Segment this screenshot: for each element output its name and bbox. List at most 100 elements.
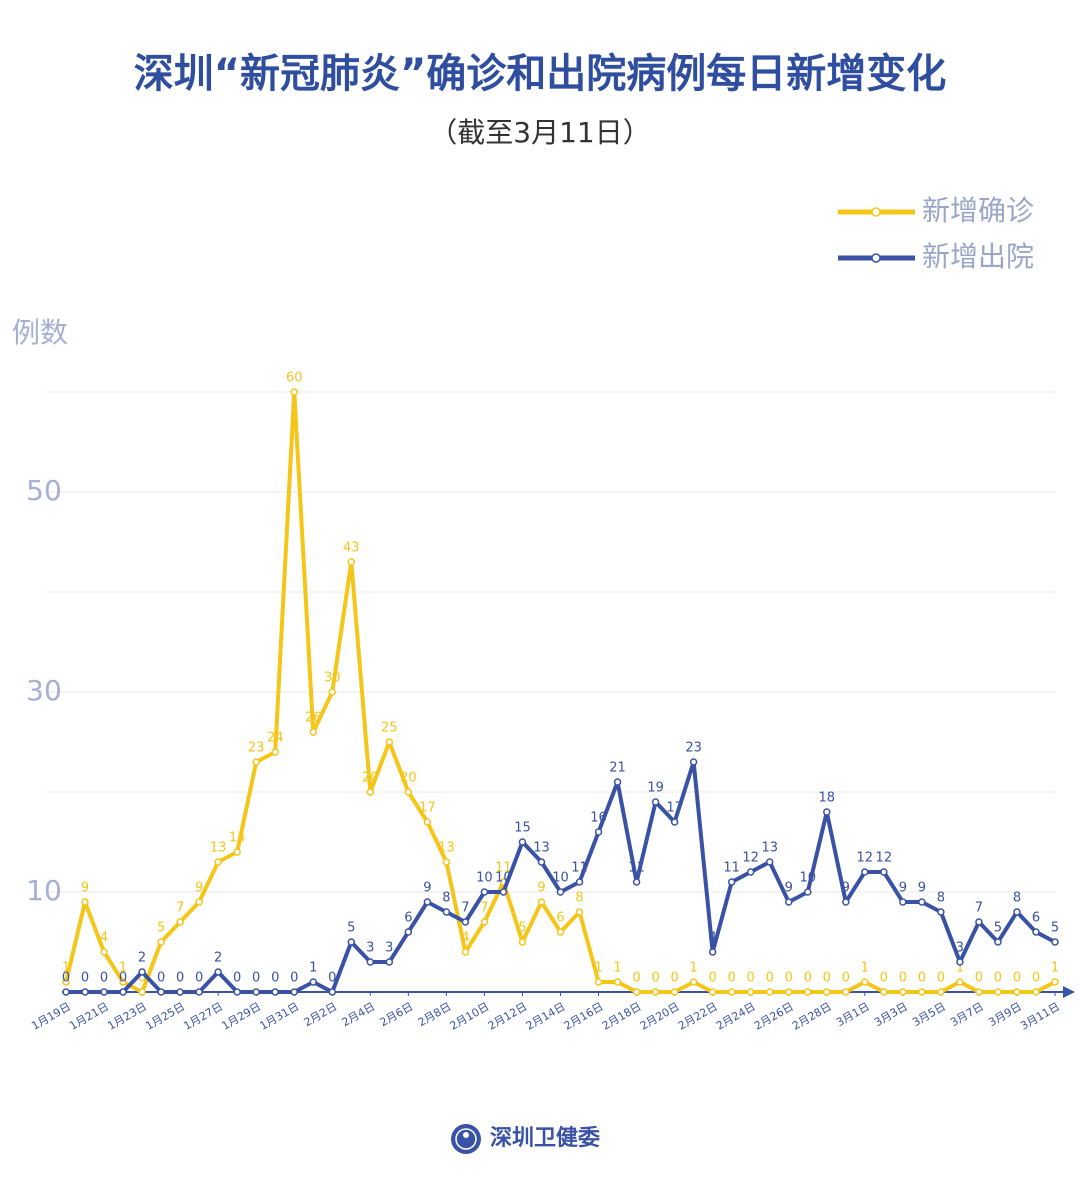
data-label: 1	[119, 961, 127, 976]
data-label: 5	[518, 921, 526, 936]
data-point	[442, 858, 451, 866]
data-point	[176, 918, 184, 926]
x-tick-label: 1月21日	[67, 1000, 111, 1033]
data-label: 11	[628, 861, 645, 876]
data-point	[689, 758, 698, 766]
y-axis-label: 例数	[12, 316, 68, 349]
data-point	[1051, 978, 1059, 986]
data-point	[899, 988, 907, 996]
data-label: 3	[956, 941, 964, 956]
data-point	[899, 898, 907, 906]
data-point	[461, 948, 470, 956]
x-tick-label: 3月1日	[834, 1000, 872, 1029]
data-point	[765, 858, 774, 866]
data-label: 0	[290, 971, 298, 986]
data-point	[157, 988, 165, 996]
data-label: 0	[195, 971, 203, 986]
data-label: 14	[229, 831, 246, 846]
data-point	[480, 888, 489, 896]
y-tick-label: 30	[26, 674, 62, 707]
data-point	[328, 988, 337, 996]
data-label: 1	[689, 961, 697, 976]
chart-title: 深圳“新冠肺炎”确诊和出院病例每日新增变化	[134, 51, 947, 97]
data-label: 1	[613, 961, 621, 976]
data-label: 9	[81, 881, 89, 896]
x-tick-label: 2月24日	[714, 1000, 758, 1033]
data-point	[480, 918, 489, 926]
data-point	[651, 798, 660, 806]
data-point	[861, 868, 869, 876]
x-tick-label: 3月5日	[910, 1000, 948, 1029]
data-point	[613, 778, 622, 786]
data-point	[1032, 988, 1040, 996]
x-tick-label: 2月8日	[416, 1000, 454, 1029]
data-label: 1	[309, 961, 317, 976]
x-tick-label: 2月20日	[638, 1000, 682, 1033]
data-label: 0	[157, 971, 165, 986]
data-label: 7	[176, 901, 184, 916]
data-point	[784, 988, 793, 996]
data-label: 0	[100, 971, 108, 986]
data-label: 10	[799, 871, 816, 886]
data-label: 0	[1032, 971, 1040, 986]
data-label: 0	[766, 971, 774, 986]
data-label: 1	[956, 961, 964, 976]
data-label: 10	[552, 871, 569, 886]
data-point	[233, 988, 241, 996]
data-point	[138, 988, 146, 996]
data-label: 0	[994, 971, 1002, 986]
data-point	[62, 978, 70, 986]
data-label: 1	[861, 961, 869, 976]
x-tick-label: 2月16日	[562, 1000, 606, 1033]
data-label: 10	[495, 871, 512, 886]
data-point	[765, 988, 774, 996]
x-tick-label: 2月28日	[790, 1000, 834, 1033]
data-label: 20	[362, 771, 379, 786]
data-label: 8	[442, 891, 450, 906]
x-tick-label: 2月26日	[752, 1000, 796, 1033]
data-point	[176, 988, 184, 996]
data-label: 13	[533, 841, 550, 856]
data-label: 13	[438, 841, 455, 856]
x-tick-label: 1月31日	[257, 1000, 301, 1033]
data-point	[423, 818, 432, 826]
data-label: 4	[461, 931, 469, 946]
data-label: 0	[138, 971, 146, 986]
data-label: 0	[804, 971, 812, 986]
data-point	[309, 728, 317, 736]
data-point	[575, 878, 584, 886]
data-label: 12	[876, 851, 893, 866]
data-label: 13	[210, 841, 227, 856]
data-label: 0	[328, 971, 336, 986]
data-point	[347, 938, 356, 946]
x-tick-label: 1月19日	[29, 1000, 73, 1033]
data-point	[842, 898, 850, 906]
data-label: 17	[666, 801, 683, 816]
data-label: 0	[937, 971, 945, 986]
data-point	[708, 948, 717, 956]
data-point	[290, 988, 298, 996]
data-label: 9	[423, 881, 431, 896]
x-tick-label: 3月3日	[872, 1000, 910, 1029]
x-tick-label: 3月7日	[948, 1000, 986, 1029]
data-point	[842, 988, 850, 996]
legend-label: 新增出院	[922, 240, 1034, 273]
chart-subtitle: （截至3月11日）	[429, 116, 650, 149]
data-point	[385, 958, 394, 966]
legend-label: 新增确诊	[922, 194, 1034, 227]
data-label: 4	[100, 931, 108, 946]
data-label: 4	[709, 931, 717, 946]
data-point	[556, 928, 565, 936]
data-label: 5	[994, 921, 1002, 936]
x-axis-arrow	[1063, 986, 1075, 998]
data-point	[119, 988, 127, 996]
data-point	[956, 978, 964, 986]
data-point	[347, 558, 356, 566]
data-point	[575, 908, 584, 916]
data-point	[271, 748, 279, 756]
data-label: 8	[1013, 891, 1021, 906]
data-point	[537, 858, 546, 866]
data-point	[404, 788, 413, 796]
data-point	[119, 978, 127, 986]
